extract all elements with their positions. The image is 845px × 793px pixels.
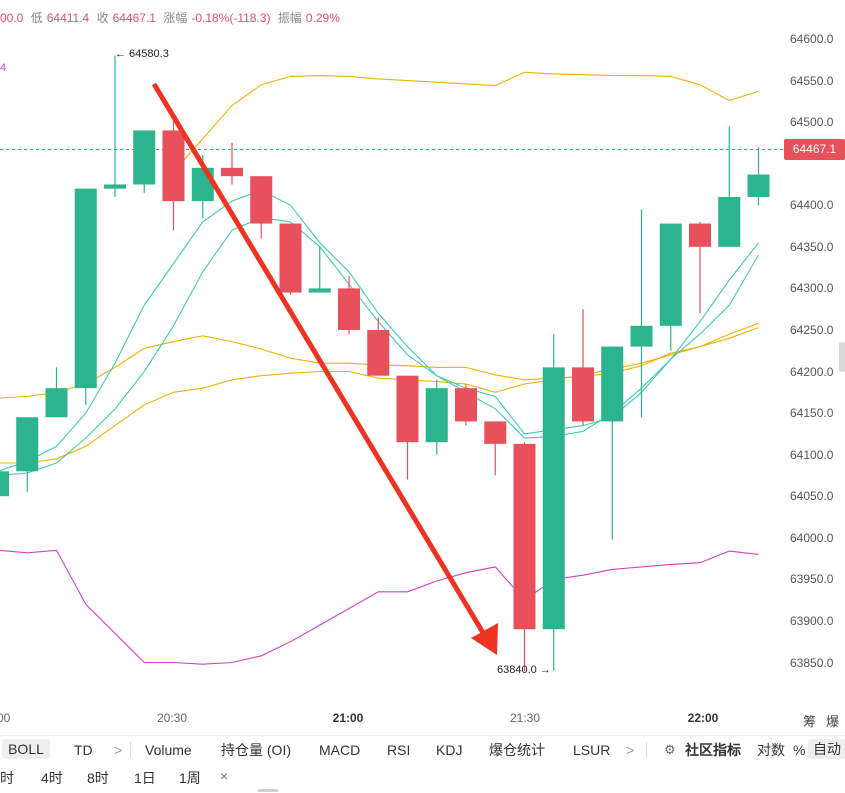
amplitude-label: 振幅: [277, 11, 302, 25]
side-panel-handle[interactable]: [839, 342, 845, 372]
close-icon[interactable]: ×: [220, 768, 229, 784]
low-value: 64411.4: [46, 11, 90, 25]
y-tick-label: 64150.0: [790, 406, 834, 421]
trend-arrow: [151, 82, 488, 638]
low-price-annotation: 63840.0 →: [497, 664, 551, 676]
current-price-badge: 64467.1: [784, 139, 845, 160]
percent-scale-toggle[interactable]: %: [793, 742, 806, 758]
open-value-fragment: 00.0: [0, 11, 24, 25]
y-tick-label: 64350.0: [790, 239, 834, 254]
auto-scale-toggle[interactable]: 自动: [808, 739, 845, 759]
indicator-volume[interactable]: Volume: [145, 742, 192, 758]
candle-up: [0, 471, 9, 497]
timeframe-1w[interactable]: 1周: [179, 770, 201, 786]
change-label: 涨幅: [163, 11, 188, 25]
change-value: -0.18%(-118.3): [191, 11, 271, 25]
ohlc-header: 00.0 低 64411.4 收 64467.1 涨幅 -0.18%(-118.3) …: [0, 9, 344, 26]
y-tick-label: 64000.0: [790, 530, 834, 545]
y-tick-label: 63900.0: [790, 613, 834, 628]
candle-down: [513, 443, 536, 630]
indicator-open-interest[interactable]: 持仓量 (OI): [221, 742, 291, 758]
toolbar-divider: [646, 742, 647, 758]
candle-up: [104, 184, 126, 189]
indicator-td[interactable]: TD: [74, 742, 93, 758]
candle-up: [630, 325, 653, 347]
boll-lower-line: [0, 549, 759, 665]
timeframe-4h[interactable]: 4时: [41, 770, 63, 786]
y-tick-label: 63950.0: [790, 572, 834, 587]
candle-up: [425, 388, 448, 443]
ma-slow-line: [0, 322, 759, 464]
high-price-annotation: ← 64580.3: [115, 48, 169, 60]
settings-icon[interactable]: ⚙: [664, 742, 676, 757]
y-tick-label: 64050.0: [790, 489, 834, 504]
low-label: 低: [30, 11, 43, 25]
candle-down: [455, 388, 477, 422]
chevron-right-icon[interactable]: >: [626, 742, 635, 758]
candle-up: [45, 388, 68, 418]
candle-up: [718, 196, 741, 247]
scroll-indicator[interactable]: [258, 789, 278, 792]
x-tick-label: :00: [0, 711, 11, 725]
candle-up: [191, 167, 214, 202]
chip-distribution-button[interactable]: 筹: [803, 714, 817, 729]
chevron-right-icon[interactable]: >: [114, 742, 123, 758]
candle-up: [133, 130, 156, 185]
candle-up: [16, 417, 39, 472]
liquidation-button[interactable]: 爆: [826, 714, 840, 729]
timeframe-8h[interactable]: 8时: [87, 770, 109, 786]
community-indicators[interactable]: 社区指标: [685, 742, 741, 758]
y-tick-label: 64550.0: [790, 73, 834, 88]
timeframe-1d[interactable]: 1日: [134, 770, 156, 786]
y-tick-label: 64250.0: [790, 322, 834, 337]
indicator-macd[interactable]: MACD: [319, 742, 361, 758]
candle-down: [396, 375, 419, 443]
y-tick-label: 64200.0: [790, 364, 834, 379]
indicator-lsur[interactable]: LSUR: [573, 742, 611, 758]
x-tick-label: 21:00: [332, 711, 364, 725]
candle-down: [279, 223, 302, 293]
candle-up: [74, 188, 97, 389]
boll-upper-line: [173, 71, 759, 173]
close-value: 64467.1: [112, 11, 156, 25]
candle-down: [338, 288, 360, 330]
ma-teal-line: [0, 189, 759, 472]
indicator-label-fragment: 4: [0, 62, 7, 74]
trend-arrowhead: [471, 623, 498, 655]
indicator-liquidation-stats[interactable]: 爆仓统计: [489, 742, 545, 758]
candle-up: [747, 174, 770, 197]
candle-down: [250, 176, 273, 224]
indicator-rsi[interactable]: RSI: [387, 742, 411, 758]
candle-up: [659, 223, 682, 326]
candle-up: [542, 367, 565, 630]
timeframe-1h[interactable]: 时: [0, 770, 14, 786]
candle-up: [601, 346, 624, 422]
y-tick-label: 63850.0: [790, 655, 834, 670]
candlestick-chart[interactable]: [0, 0, 845, 735]
x-tick-label: 20:30: [156, 711, 188, 725]
candle-down: [484, 421, 507, 444]
y-tick-label: 64600.0: [790, 32, 834, 46]
indicator-toolbar: BOLL TD > Volume 持仓量 (OI) MACD RSI KDJ 爆…: [0, 735, 845, 763]
y-tick-label: 64400.0: [790, 198, 834, 213]
log-scale-toggle[interactable]: 对数: [757, 742, 785, 758]
x-tick-label: 21:30: [509, 711, 541, 725]
y-tick-label: 64300.0: [790, 281, 834, 296]
close-label: 收: [96, 11, 109, 25]
x-tick-label: 22:00: [687, 711, 719, 725]
toolbar-divider: [130, 742, 131, 758]
amplitude-value: 0.29%: [305, 11, 340, 25]
candle-down: [689, 223, 711, 247]
candle-down: [572, 367, 594, 422]
y-tick-label: 64500.0: [790, 115, 834, 130]
y-tick-label: 64100.0: [790, 447, 834, 462]
indicator-boll[interactable]: BOLL: [2, 739, 50, 759]
candle-up: [308, 288, 331, 293]
indicator-kdj[interactable]: KDJ: [436, 742, 463, 758]
candle-down: [367, 329, 390, 376]
candle-down: [221, 167, 243, 177]
candle-down: [162, 130, 185, 202]
